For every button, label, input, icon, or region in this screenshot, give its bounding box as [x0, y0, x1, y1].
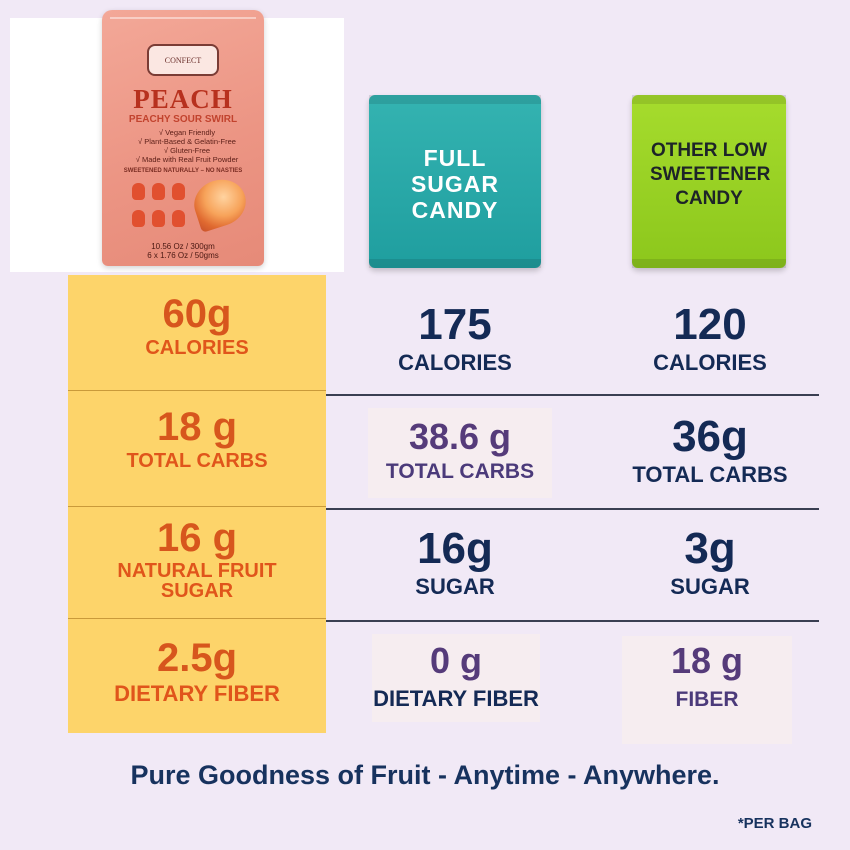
product-weight: 10.56 Oz / 300gm 6 x 1.76 Oz / 50gms: [102, 242, 264, 260]
other-carbs-cell: 36g TOTAL CARBS: [605, 412, 815, 488]
other-sugar-cell: 3g SUGAR: [605, 524, 815, 600]
peach-calories-label: CALORIES: [145, 337, 249, 359]
other-fiber-value: 18 g: [670, 640, 744, 681]
peach-sugar-cell: 16 g NATURAL FRUIT SUGAR: [68, 516, 326, 601]
claim-item: √ Gluten-Free: [163, 146, 211, 155]
peach-highlight-column: [68, 275, 326, 733]
weight-line: 6 x 1.76 Oz / 50gms: [147, 251, 219, 260]
full-sugar-sugar-cell: 16g SUGAR: [350, 524, 560, 600]
other-low-sweetener-candy-pack: [632, 95, 786, 268]
peach-fiber-value: 2.5g: [156, 636, 238, 680]
column-divider: [68, 390, 326, 391]
gummy-bear-icon: [132, 183, 145, 200]
product-tagline: SWEETENED NATURALLY – NO NASTIES: [123, 168, 243, 174]
other-calories-value: 120: [673, 300, 747, 349]
other-sugar-value: 3g: [684, 524, 736, 573]
full-sugar-calories-cell: 175 CALORIES: [350, 300, 560, 376]
full-sugar-fiber-cell: 0 g DIETARY FIBER: [372, 634, 540, 722]
peach-carbs-label: TOTAL CARBS: [126, 450, 268, 472]
full-sugar-fiber-value: 0 g: [429, 640, 482, 681]
full-sugar-calories-value: 175: [418, 300, 492, 349]
other-carbs-label: TOTAL CARBS: [632, 462, 788, 487]
other-carbs-value: 36g: [672, 412, 748, 461]
pack-crimp: [632, 95, 786, 104]
row-separator: [326, 508, 819, 510]
bag-zip-seal: [110, 17, 256, 19]
peach-carbs-cell: 18 g TOTAL CARBS: [68, 405, 326, 473]
gummy-bear-icon: [152, 183, 165, 200]
gummy-bear-icon: [172, 183, 185, 200]
product-subtitle: PEACHY SOUR SWIRL: [128, 114, 238, 125]
full-sugar-pack-label: FULL SUGAR CANDY: [410, 145, 500, 223]
claim-item: √ Plant-Based & Gelatin-Free: [138, 137, 236, 146]
full-sugar-candy-pack: [369, 95, 541, 268]
gummy-bear-icon: [172, 210, 185, 227]
row-separator: [326, 394, 819, 396]
gummy-bear-icon: [152, 210, 165, 227]
peach-calories-cell: 60g CALORIES: [68, 292, 326, 360]
pack-crimp: [369, 259, 541, 268]
other-pack-label: OTHER LOW SWEETENER CANDY: [650, 140, 771, 209]
peach-calories-value: 60g: [162, 292, 232, 336]
full-sugar-carbs-value: 38.6 g: [408, 416, 512, 457]
row-separator: [326, 620, 819, 622]
brand-logo: CONFECT: [147, 44, 219, 76]
column-divider: [68, 506, 326, 507]
peach-sugar-value: 16 g: [156, 516, 238, 560]
claim-item: √ Made with Real Fruit Powder: [135, 155, 239, 164]
peach-fiber-label: DIETARY FIBER: [114, 681, 280, 706]
per-bag-note: *PER BAG: [737, 815, 812, 832]
pack-crimp: [632, 259, 786, 268]
footer-tagline: Pure Goodness of Fruit - Anytime - Anywh…: [130, 760, 720, 790]
weight-line: 10.56 Oz / 300gm: [151, 242, 215, 251]
claim-item: √ Vegan Friendly: [158, 128, 216, 137]
other-calories-cell: 120 CALORIES: [605, 300, 815, 376]
other-fiber-cell: 18 g FIBER: [622, 636, 792, 744]
other-sugar-label: SUGAR: [670, 574, 750, 599]
column-divider: [68, 618, 326, 619]
full-sugar-carbs-label: TOTAL CARBS: [385, 460, 535, 483]
product-name: PEACH: [133, 84, 233, 114]
pack-crimp: [369, 95, 541, 104]
other-calories-label: CALORIES: [653, 350, 767, 375]
full-sugar-sugar-value: 16g: [417, 524, 493, 573]
peach-carbs-value: 18 g: [156, 405, 238, 449]
gummy-bear-icon: [132, 210, 145, 227]
peach-fiber-cell: 2.5g DIETARY FIBER: [68, 636, 326, 707]
product-claims: √ Vegan Friendly √ Plant-Based & Gelatin…: [112, 128, 262, 164]
full-sugar-fiber-label: DIETARY FIBER: [373, 686, 539, 711]
full-sugar-calories-label: CALORIES: [398, 350, 512, 375]
peach-sugar-label: NATURAL FRUIT SUGAR: [117, 560, 277, 602]
other-fiber-label: FIBER: [675, 688, 739, 711]
full-sugar-carbs-cell: 38.6 g TOTAL CARBS: [368, 408, 552, 498]
full-sugar-sugar-label: SUGAR: [415, 574, 495, 599]
